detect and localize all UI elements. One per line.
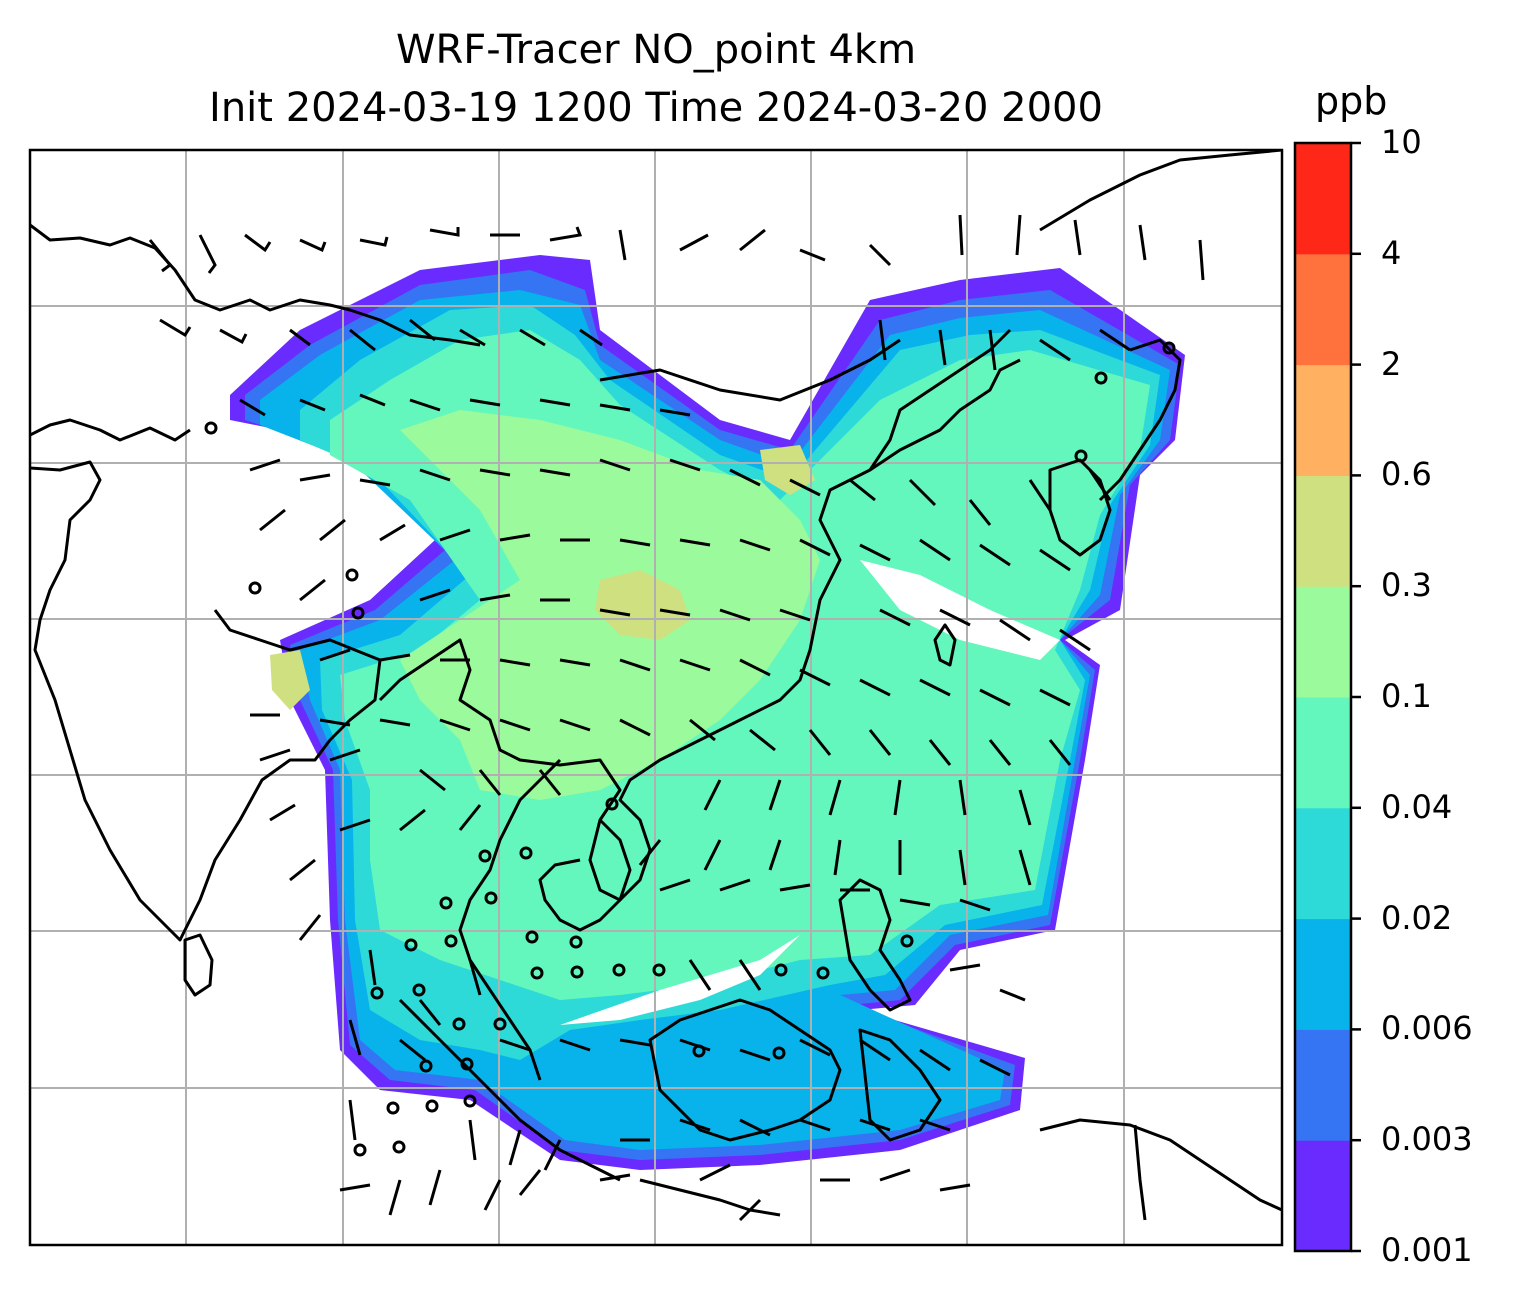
coast-java <box>639 1178 781 1217</box>
colorbar-segment <box>1295 697 1351 809</box>
colorbar-tick-label: 0.3 <box>1381 566 1432 605</box>
coast-vietnam <box>538 818 632 932</box>
coast-northeast <box>1039 150 1282 232</box>
colorbar-segment <box>1295 364 1351 476</box>
colorbar-segment <box>1295 475 1351 587</box>
coast-borneo <box>648 998 842 1142</box>
coast-philippines <box>838 878 912 1012</box>
colorbar-tick-label: 0.006 <box>1381 1009 1473 1048</box>
colorbar-tick-label: 0.04 <box>1381 787 1453 826</box>
colorbar-segment <box>1295 143 1351 255</box>
coast-sumatra <box>398 998 621 1182</box>
colorbar-segment <box>1295 253 1351 366</box>
coast-myanmar <box>378 358 1021 902</box>
colorbar-ticks <box>1351 141 1361 1253</box>
colorbar-tick-label: 2 <box>1381 344 1402 383</box>
calm-wind-markers <box>204 341 1176 1157</box>
coast-korea <box>1048 458 1112 557</box>
wind-barbs <box>148 214 1205 1222</box>
coast-thai-gulf <box>458 758 562 1081</box>
colorbar-tick-label: 0.02 <box>1381 898 1453 937</box>
colorbar-segment <box>1295 1029 1351 1141</box>
colorbar-tick-label: 0.003 <box>1381 1120 1473 1159</box>
colorbar-segment <box>1295 807 1351 920</box>
coast-srilanka <box>183 933 214 997</box>
colorbar-segment <box>1295 918 1351 1030</box>
coast-japan <box>1098 338 1182 502</box>
colorbar-segment <box>1295 586 1351 698</box>
colorbar-tick-label: 0.001 <box>1381 1231 1473 1269</box>
gridlines <box>30 150 1282 1245</box>
colorbar-tick-label: 0.6 <box>1381 455 1432 494</box>
colorbar-tick-label: 4 <box>1381 233 1402 272</box>
plume-layer-03b <box>270 650 310 710</box>
map-title-line2: Init 2024-03-19 1200 Time 2024-03-20 200… <box>209 85 1103 131</box>
map-frame <box>28 148 1284 1247</box>
colorbar <box>1295 143 1351 1252</box>
plume-layer-03c <box>760 445 815 495</box>
colorbar-segment <box>1295 1140 1351 1252</box>
coast-china-east <box>868 328 1012 471</box>
coast-india <box>30 460 382 942</box>
coast-mongolia-border <box>599 338 901 402</box>
coast-north-west <box>30 223 481 347</box>
plume-layer-03 <box>595 570 690 640</box>
tracer-plume <box>230 255 1185 1170</box>
coast-newguinea <box>1039 1118 1282 1212</box>
colorbar-unit-label: ppb <box>1315 79 1388 123</box>
coast-south-east-border <box>1133 1124 1147 1221</box>
coast-taiwan <box>933 623 957 667</box>
coast-west-small <box>30 418 191 442</box>
map-title-line1: WRF-Tracer NO_point 4km <box>395 27 917 73</box>
colorbar-tick-label: 0.1 <box>1381 677 1432 715</box>
colorbar-tick-label: 10 <box>1381 123 1422 161</box>
plume-gap-east <box>860 560 1060 660</box>
